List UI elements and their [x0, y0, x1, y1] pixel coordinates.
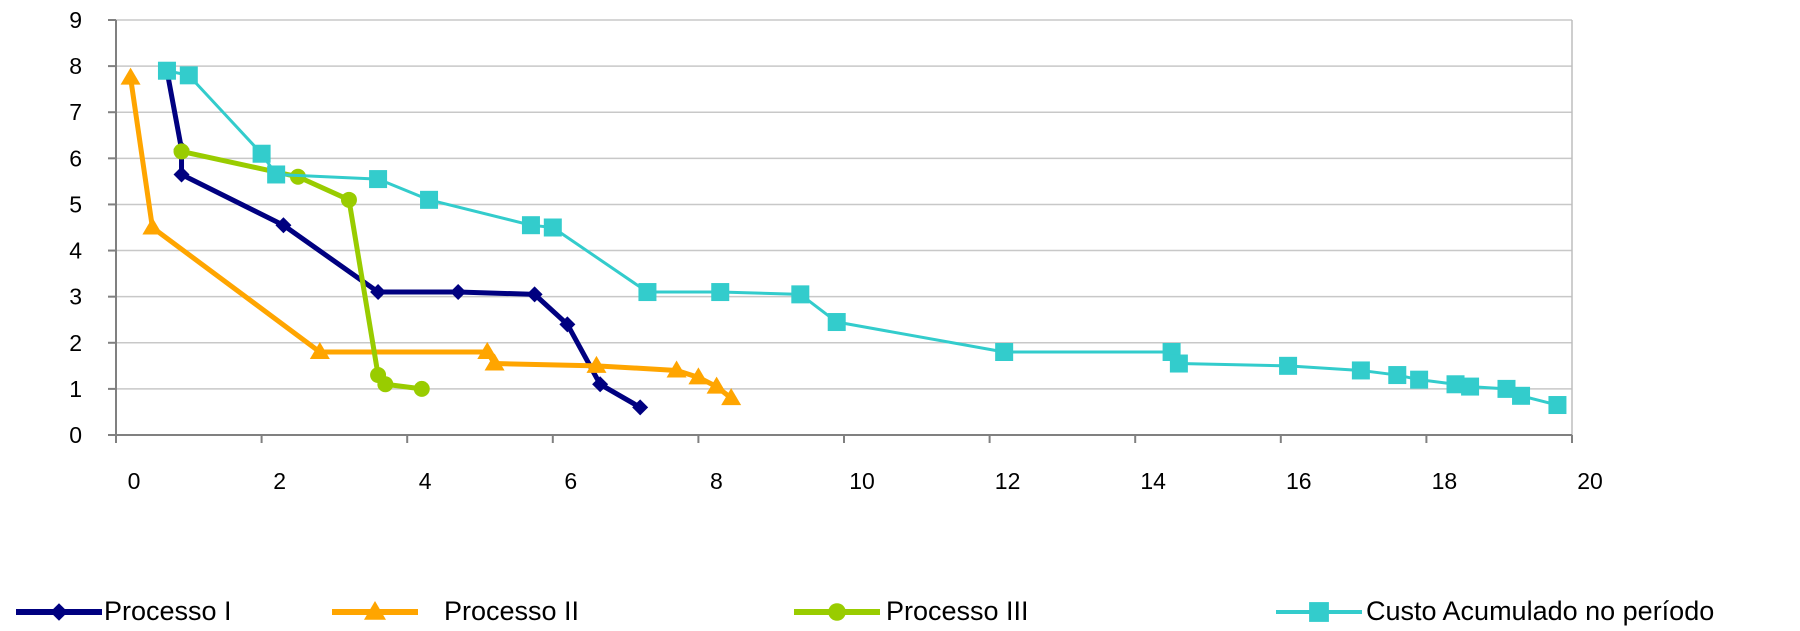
series-1: [158, 62, 649, 416]
legend-marker: [364, 600, 386, 620]
legend-marker: [1309, 601, 1329, 622]
y-tick-label: 6: [69, 145, 82, 171]
data-point: [340, 191, 357, 208]
data-point: [173, 143, 190, 160]
legend-item-processo-iii: Processo III: [792, 592, 1029, 631]
y-tick-label: 2: [69, 330, 82, 356]
x-tick-label: 20: [1577, 468, 1603, 494]
x-tick-label: 0: [128, 468, 141, 494]
data-point: [638, 283, 657, 302]
legend-swatch-diamond-icon: [16, 602, 102, 621]
data-point: [484, 353, 505, 371]
data-point: [1351, 361, 1370, 380]
data-point: [275, 217, 292, 234]
legend-item-custo-acumulado: Custo Acumulado no período: [1274, 592, 1714, 631]
data-point: [711, 283, 730, 302]
legend-item-processo-i: Processo I: [14, 592, 232, 631]
series-4: [157, 61, 1567, 415]
data-point: [1388, 366, 1407, 385]
legend-marker: [50, 602, 68, 621]
series-line: [164, 70, 642, 410]
axes: [108, 19, 1573, 443]
data-point: [559, 316, 576, 333]
data-point: [543, 218, 562, 237]
data-point: [1279, 356, 1298, 375]
y-tick-label: 4: [69, 238, 82, 264]
legend-label: Processo III: [886, 596, 1029, 626]
data-point: [1548, 396, 1567, 415]
x-tick-label: 6: [564, 468, 577, 494]
data-point: [120, 67, 141, 85]
x-tick-label: 14: [1140, 468, 1166, 494]
data-point: [521, 216, 540, 235]
data-point: [179, 66, 198, 85]
y-tick-label: 5: [69, 191, 82, 217]
data-point: [721, 388, 742, 406]
data-point: [142, 217, 163, 235]
legend-label: Custo Acumulado no período: [1366, 596, 1715, 626]
x-tick-label: 2: [273, 468, 286, 494]
data-point: [267, 165, 286, 184]
data-point: [1512, 386, 1531, 405]
data-point: [1461, 377, 1480, 396]
data-point: [252, 144, 271, 163]
data-point: [526, 286, 543, 303]
data-point: [377, 376, 394, 393]
data-point: [827, 313, 846, 332]
x-tick-label: 18: [1432, 468, 1458, 494]
data-point: [477, 342, 498, 359]
legend-swatch-square-icon: [1276, 601, 1362, 622]
series-line: [128, 77, 733, 401]
y-tick-label: 8: [69, 53, 82, 79]
y-tick-label: 0: [69, 422, 82, 448]
y-tick-label: 1: [69, 376, 82, 402]
x-tick-label: 12: [995, 468, 1021, 494]
data-point: [450, 284, 467, 301]
data-point: [1169, 354, 1188, 373]
data-point: [1410, 370, 1429, 389]
series-lines: [120, 61, 1567, 416]
data-point: [157, 61, 176, 80]
y-tick-label: 7: [69, 99, 82, 125]
data-point: [586, 355, 607, 373]
legend: Processo I Processo II Processo III Cust…: [0, 592, 1800, 631]
x-tick-label: 16: [1286, 468, 1312, 494]
y-tick-label: 3: [69, 284, 82, 310]
legend-label: Processo I: [104, 596, 232, 626]
data-point: [1497, 379, 1516, 398]
data-point: [706, 376, 727, 394]
y-tick-label: 9: [69, 7, 82, 33]
data-point: [413, 380, 430, 397]
data-point: [632, 399, 649, 416]
series-2: [120, 67, 742, 406]
x-tick-label: 4: [419, 468, 432, 494]
legend-swatch-triangle-icon: [332, 600, 418, 620]
legend-label: Processo II: [444, 596, 580, 626]
grid-lines: [116, 19, 1572, 390]
data-point: [995, 343, 1014, 361]
data-point: [666, 360, 687, 378]
data-point: [688, 367, 709, 385]
data-point: [309, 342, 330, 359]
data-point: [791, 285, 810, 304]
data-point: [370, 284, 387, 301]
data-point: [420, 190, 439, 209]
data-point: [1446, 375, 1465, 394]
x-tick-label: 10: [849, 468, 875, 494]
data-point: [173, 166, 190, 183]
x-tick-label: 8: [710, 468, 723, 494]
legend-item-processo-ii: Processo II: [330, 592, 579, 631]
legend-swatch-circle-icon: [794, 602, 880, 621]
data-point: [592, 376, 609, 393]
legend-marker: [828, 602, 846, 621]
data-point: [369, 170, 388, 189]
